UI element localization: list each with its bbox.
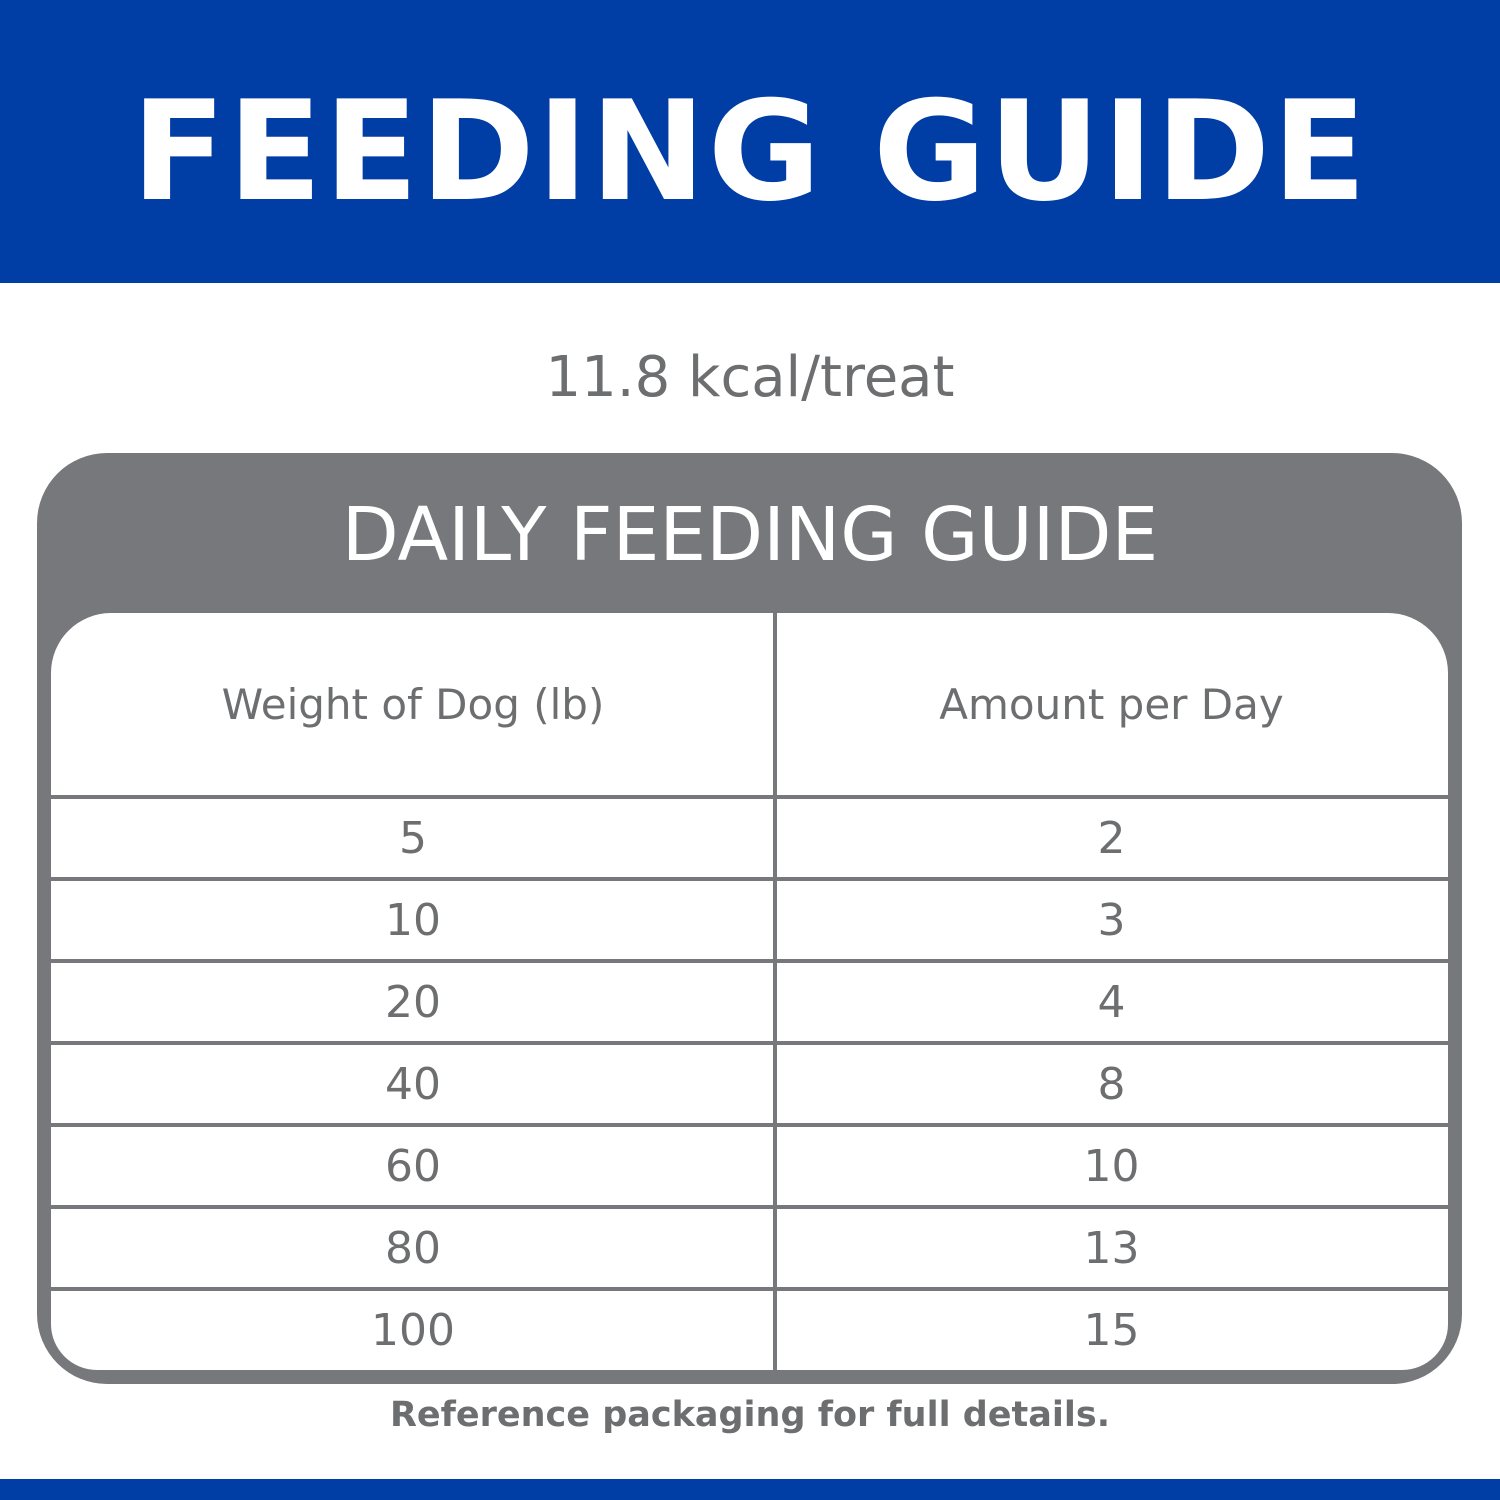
table-row: 40 8 (51, 1041, 1448, 1123)
table-row: 20 4 (51, 959, 1448, 1041)
footnote: Reference packaging for full details. (389, 1395, 1111, 1435)
weight-cell: 100 (371, 1304, 455, 1356)
weight-cell: 60 (385, 1140, 441, 1192)
amount-cell: 2 (1097, 812, 1126, 864)
weight-cell: 5 (399, 812, 427, 864)
column-header-weight: Weight of Dog (lb) (221, 679, 605, 729)
table-row: 10 3 (51, 877, 1448, 959)
amount-cell: 15 (1083, 1304, 1140, 1356)
column-header-amount: Amount per Day (939, 679, 1284, 729)
amount-cell: 3 (1097, 894, 1126, 946)
weight-cell: 20 (385, 976, 441, 1028)
weight-cell: 40 (385, 1058, 441, 1110)
bottom-bar (0, 1479, 1500, 1500)
weight-cell: 10 (385, 894, 441, 946)
weight-cell: 80 (385, 1222, 441, 1274)
column-divider (773, 613, 777, 1370)
amount-cell: 10 (1083, 1140, 1140, 1192)
amount-cell: 4 (1097, 976, 1126, 1028)
table-row: 80 13 (51, 1205, 1448, 1287)
table-title: DAILY FEEDING GUIDE (341, 492, 1159, 578)
table-row: 60 10 (51, 1123, 1448, 1205)
header-banner: FEEDING GUIDE (0, 0, 1500, 283)
header-title: FEEDING GUIDE (131, 71, 1369, 232)
amount-cell: 13 (1083, 1222, 1140, 1274)
table-row: 100 15 (51, 1287, 1448, 1369)
calories-per-treat: 11.8 kcal/treat (545, 345, 955, 410)
amount-cell: 8 (1097, 1058, 1126, 1110)
feeding-table: Weight of Dog (lb) Amount per Day 5 2 10 3 2… (51, 613, 1448, 1370)
table-header-row: Weight of Dog (lb) Amount per Day (51, 613, 1448, 795)
